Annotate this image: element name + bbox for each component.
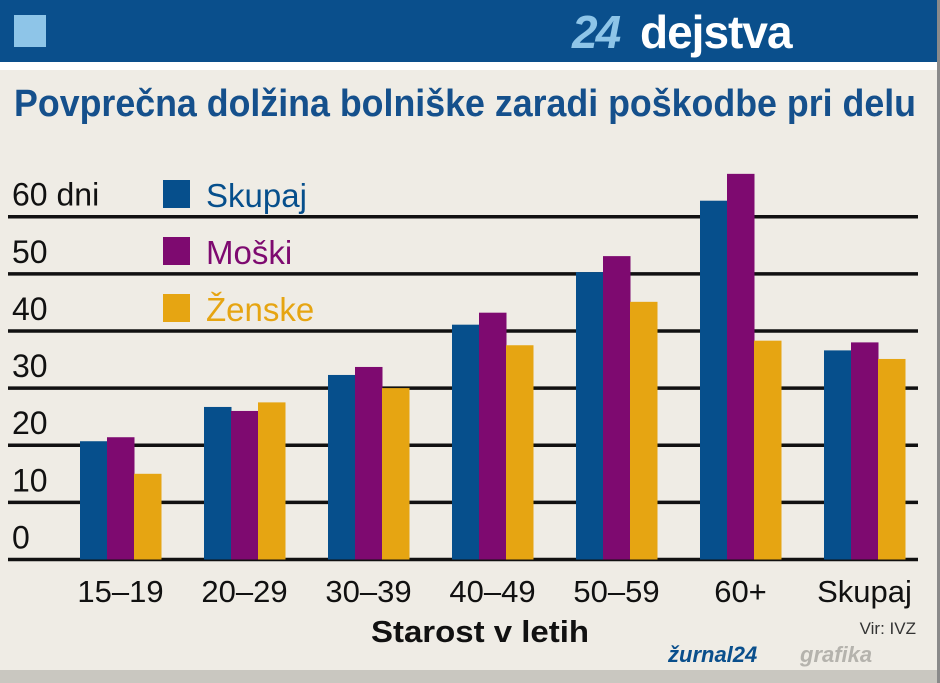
x-tick-label: 30–39 [325,574,411,609]
x-tick-label: 60+ [714,574,767,609]
brand-part1: žurnal24 [667,642,757,667]
header-bar [0,0,940,62]
legend-swatch-2 [163,294,190,322]
bar-moški-4 [603,256,631,560]
y-tick-label: 60 dni [12,177,99,213]
bar-skupaj-1 [204,406,232,560]
bar-ženske-0 [134,473,162,560]
x-tick-label: 15–19 [77,574,163,609]
bar-moški-1 [231,410,259,560]
header-square-icon [14,15,46,47]
bar-skupaj-2 [328,374,356,560]
y-tick-label: 0 [12,520,30,556]
bar-skupaj-4 [576,272,604,560]
logo-word: dejstva [640,6,793,58]
header-strip [0,62,940,70]
chart-title: Povprečna dolžina bolniške zaradi poškod… [14,83,916,125]
bottom-band [0,670,940,683]
bars [80,173,906,560]
legend-swatch-1 [163,237,190,265]
bar-ženske-4 [630,301,658,560]
y-tick-label: 30 [12,348,48,384]
right-border [937,0,940,683]
x-tick-label: Skupaj [817,574,912,609]
bar-moški-3 [479,312,507,560]
y-tick-label: 20 [12,405,48,441]
bar-ženske-5 [754,340,782,560]
logo-number: 24 [571,6,621,58]
legend: Skupaj Moški Ženske [163,177,314,328]
bar-skupaj-3 [452,324,480,560]
legend-label: Ženske [206,291,314,328]
y-tick-label: 40 [12,291,48,327]
legend-label: Moški [206,234,292,271]
brand-part2: grafika [799,642,872,667]
bar-ženske-6 [878,358,906,560]
bar-ženske-3 [506,345,534,560]
y-tick-label: 50 [12,234,48,270]
bar-moški-6 [851,342,879,560]
x-tick-label: 20–29 [201,574,287,609]
x-tick-label: 40–49 [449,574,535,609]
bar-skupaj-5 [700,200,728,560]
y-tick-label: 10 [12,462,48,498]
bar-ženske-2 [382,388,410,560]
x-tick-labels: 15–19 20–29 30–39 40–49 50–59 60+ Skupaj [77,574,912,609]
bar-moški-0 [107,437,135,560]
bar-moški-5 [727,173,755,560]
source-label: Vir: IVZ [860,619,916,638]
bar-moški-2 [355,366,383,560]
bar-ženske-1 [258,402,286,560]
legend-swatch-0 [163,180,190,208]
bar-skupaj-0 [80,441,108,560]
y-tick-labels: 0 10 20 30 40 50 60 dni [12,177,99,556]
x-axis-label: Starost v letih [371,614,589,649]
bar-skupaj-6 [824,350,852,560]
x-tick-label: 50–59 [573,574,659,609]
legend-label: Skupaj [206,177,307,214]
